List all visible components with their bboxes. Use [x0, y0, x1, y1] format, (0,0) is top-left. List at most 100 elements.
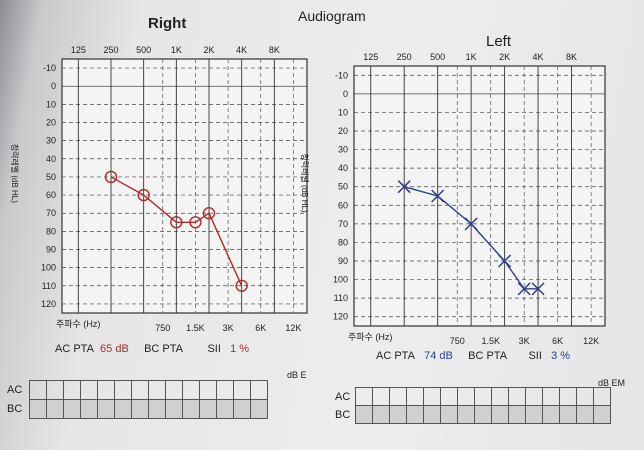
table-cell	[593, 405, 611, 424]
table-cell	[233, 399, 251, 419]
left-bottom-freq-label: 750	[450, 336, 465, 346]
right-y-tick-label: 90	[46, 245, 56, 255]
table-cell	[474, 405, 492, 424]
table-cell	[46, 380, 64, 400]
left-y-tick-label: 80	[338, 237, 348, 247]
table-cell	[63, 380, 81, 400]
left-bc-row: BC	[335, 405, 611, 424]
table-cell	[148, 399, 166, 419]
table-cell	[525, 387, 543, 406]
right-y-tick-label: 100	[41, 263, 56, 273]
left-y-tick-label: 20	[338, 126, 348, 136]
table-cell	[423, 405, 441, 424]
table-cell	[525, 405, 543, 424]
right-top-freq-label: 500	[136, 45, 151, 55]
table-cell	[199, 380, 217, 400]
left-threshold-point	[397, 180, 411, 194]
right-sii-value: 1 %	[230, 343, 250, 355]
right-y-tick-label: 30	[46, 136, 56, 146]
left-top-freq-label: 125	[363, 52, 378, 62]
right-top-freq-label: 2K	[203, 45, 214, 55]
right-y-tick-label: 20	[46, 118, 56, 128]
right-threshold-point	[137, 188, 150, 202]
table-cell	[440, 387, 458, 406]
right-bc-row: BC	[7, 399, 268, 419]
table-cell	[355, 387, 373, 406]
table-cell	[148, 380, 166, 400]
table-cell	[355, 405, 373, 424]
table-cell	[542, 405, 560, 424]
right-sii-label: SII	[207, 343, 221, 355]
left-y-tick-label: 90	[338, 256, 348, 266]
right-ear-title: Right	[148, 15, 187, 32]
left-summary: AC PTA 74 dB BC PTA SII 3 %	[376, 350, 570, 362]
right-top-freq-label: 125	[71, 45, 86, 55]
left-threshold-point	[517, 282, 531, 296]
right-series-line	[110, 176, 243, 287]
left-bottom-freq-label: 6K	[552, 336, 563, 346]
left-y-tick-label: 110	[334, 293, 348, 303]
left-top-freq-label: 250	[397, 52, 412, 62]
left-bc-pta-label: BC PTA	[468, 350, 508, 362]
table-cell	[372, 405, 390, 424]
left-y-tick-label: 10	[338, 107, 348, 117]
left-sii-label: SII	[528, 350, 542, 362]
table-cell	[46, 399, 64, 419]
table-cell	[576, 405, 594, 424]
right-y-tick-label: -10	[43, 63, 56, 73]
left-ac-pta-value: 74 dB	[424, 350, 453, 362]
table-cell	[423, 387, 441, 406]
right-y-tick-label: 120	[41, 299, 56, 309]
right-bc-pta-label: BC PTA	[144, 343, 183, 355]
right-table-unit: dB E	[287, 370, 307, 380]
right-y-tick-label: 80	[46, 226, 56, 236]
right-bottom-freq-label: 750	[155, 323, 170, 333]
right-threshold-point	[104, 170, 118, 184]
left-y-tick-label: 0	[343, 89, 348, 99]
right-threshold-point	[189, 216, 202, 229]
table-cell	[182, 380, 200, 400]
left-top-freq-label: 500	[430, 52, 445, 62]
left-top-freq-label: 1K	[466, 52, 477, 62]
left-threshold-point	[431, 189, 445, 203]
right-y-tick-label: 40	[46, 154, 56, 164]
right-bc-label: BC	[7, 403, 23, 415]
right-bottom-freq-label: 1.5K	[186, 323, 205, 333]
table-cell	[165, 399, 183, 419]
left-y-tick-label: 70	[338, 219, 348, 229]
left-y-axis-label: 청력레벨 (dB HL)	[300, 153, 310, 213]
table-cell	[114, 380, 132, 400]
left-y-tick-label: -10	[335, 70, 348, 80]
right-threshold-point	[170, 216, 183, 229]
left-bc-label: BC	[335, 408, 351, 421]
left-threshold-table: AC BC	[335, 387, 611, 424]
right-plot-frame	[61, 58, 308, 314]
left-y-tick-label: 30	[338, 145, 348, 155]
table-cell	[216, 399, 234, 419]
left-ac-pta-label: AC PTA	[376, 350, 415, 362]
right-top-freq-label: 250	[103, 45, 118, 55]
table-cell	[199, 399, 217, 419]
left-ac-row: AC	[335, 387, 611, 406]
right-threshold-point	[202, 207, 216, 220]
right-y-tick-label: 70	[46, 208, 56, 218]
table-cell	[131, 399, 149, 419]
table-cell	[80, 380, 98, 400]
right-ac-pta-value: 65 dB	[100, 343, 129, 355]
table-cell	[593, 387, 611, 406]
left-bottom-freq-label: 3K	[519, 336, 530, 346]
table-cell	[63, 399, 81, 419]
left-top-freq-label: 8K	[566, 52, 577, 62]
table-cell	[406, 405, 424, 424]
left-series-line	[404, 186, 539, 290]
left-ear-title: Left	[486, 33, 512, 50]
table-cell	[182, 399, 200, 419]
table-cell	[372, 387, 390, 406]
table-cell	[508, 405, 526, 424]
table-cell	[114, 399, 132, 419]
table-cell	[491, 405, 509, 424]
table-cell	[491, 387, 509, 406]
left-threshold-point	[464, 217, 478, 231]
right-threshold-point	[235, 279, 248, 292]
table-cell	[389, 387, 407, 406]
